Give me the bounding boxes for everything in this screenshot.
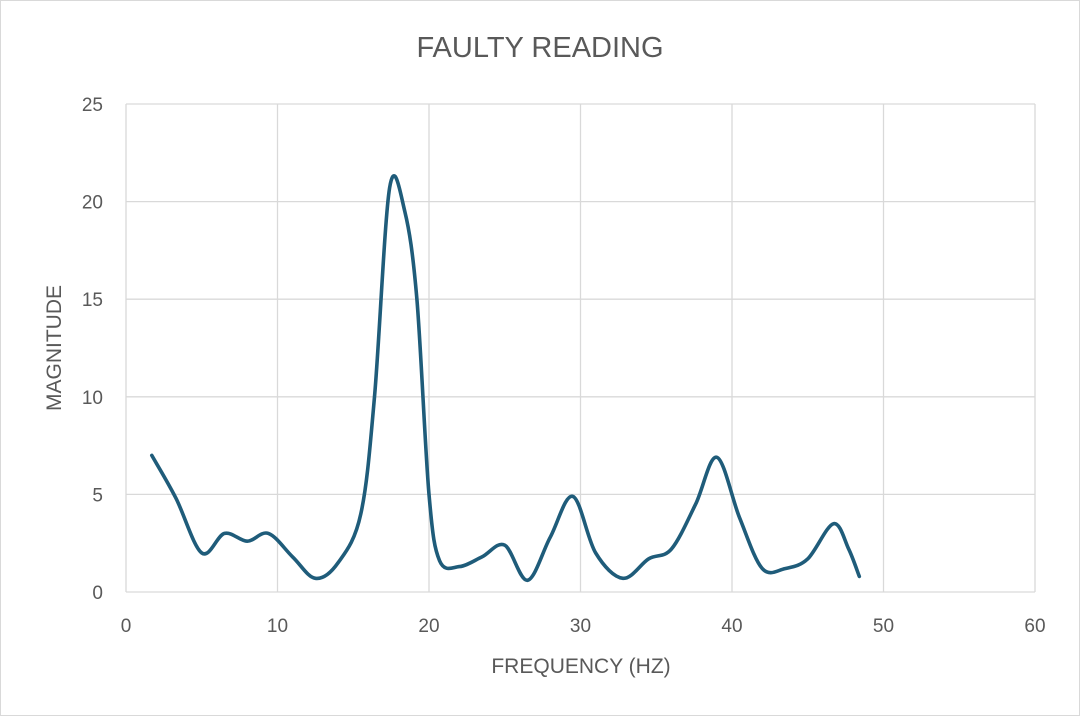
- series-line-0: [150, 174, 862, 583]
- y-tick-label: 5: [92, 485, 103, 506]
- x-tick-label: 30: [570, 616, 591, 637]
- x-tick-label: 60: [1024, 616, 1045, 637]
- y-axis-label: MAGNITUDE: [43, 285, 66, 411]
- x-tick-label: 0: [121, 616, 132, 637]
- x-tick-label: 40: [721, 616, 742, 637]
- x-tick-label: 50: [873, 616, 894, 637]
- y-tick-labels: 0 5 10 15 20 25: [82, 95, 103, 604]
- gridlines: [125, 103, 1036, 593]
- chart-title: FAULTY READING: [416, 32, 663, 64]
- x-tick-label: 10: [267, 616, 288, 637]
- x-tick-label: 20: [418, 616, 439, 637]
- series-layer: [150, 174, 862, 583]
- y-tick-label: 0: [92, 583, 103, 604]
- x-axis-label: FREQUENCY (HZ): [491, 655, 670, 678]
- y-tick-label: 20: [82, 193, 103, 214]
- y-tick-label: 15: [82, 290, 103, 311]
- y-tick-label: 25: [82, 95, 103, 116]
- x-tick-labels: 0 10 20 30 40 50 60: [121, 616, 1046, 637]
- y-tick-label: 10: [82, 388, 103, 409]
